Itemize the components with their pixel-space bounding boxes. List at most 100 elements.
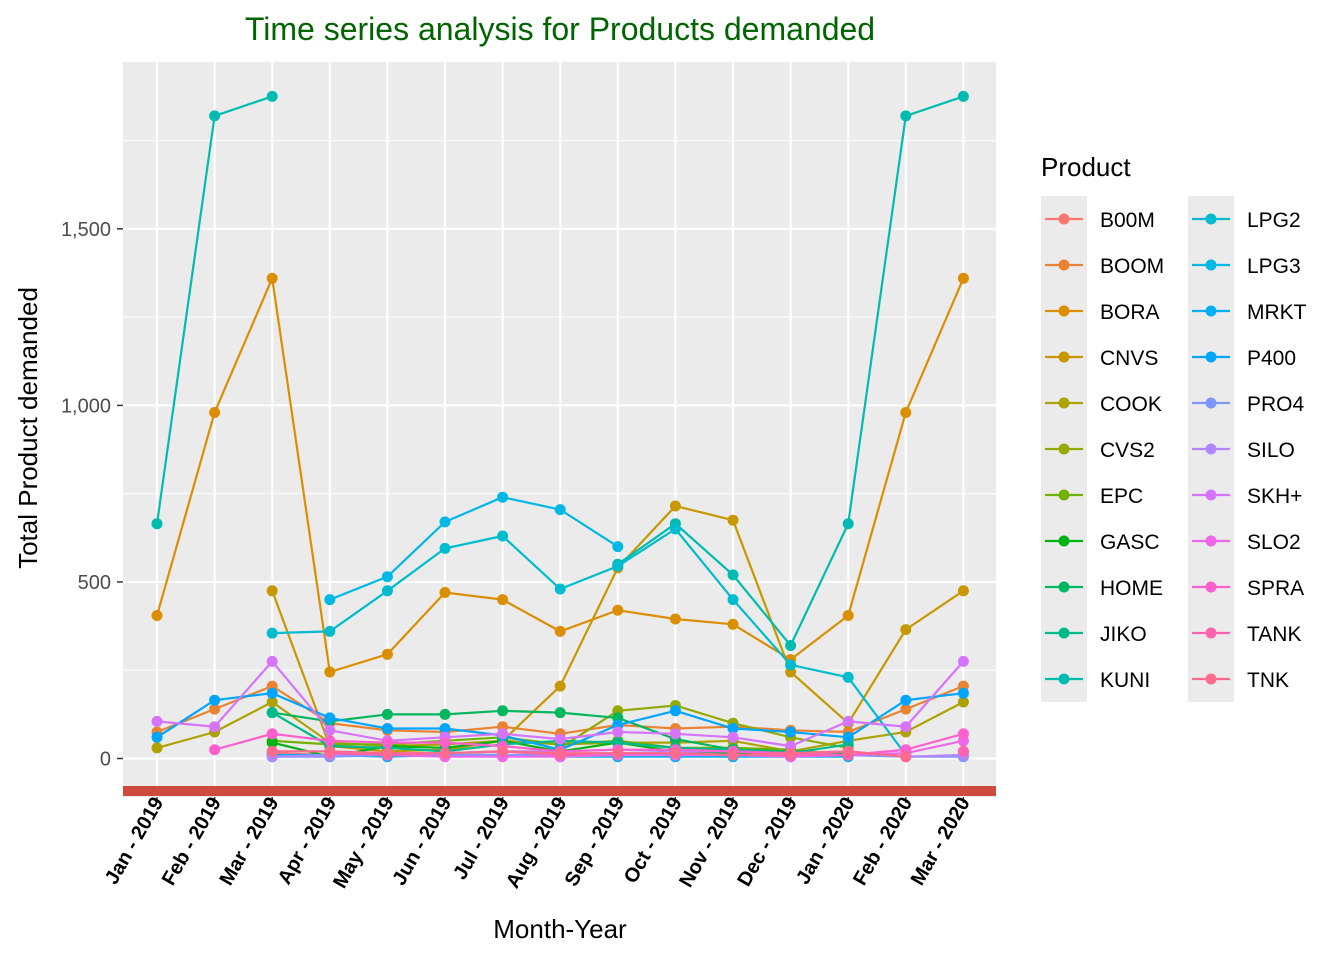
data-point [439, 723, 451, 734]
legend-key-point [1058, 581, 1070, 593]
data-point [209, 407, 221, 418]
legend-item-TNK: TNK [1192, 669, 1289, 692]
data-point [554, 747, 566, 759]
data-point [785, 659, 797, 671]
data-point [497, 594, 509, 606]
y-axis-title: Total Product demanded [13, 287, 43, 569]
legend-item-TANK: TANK [1192, 623, 1301, 646]
data-point [957, 272, 969, 284]
legend-key-point [1058, 305, 1070, 317]
x-tick-label: Feb - 2019 [158, 794, 226, 890]
legend-key-point [1058, 489, 1070, 501]
legend-key-point [1205, 213, 1217, 225]
data-point [727, 594, 739, 606]
chart-title: Time series analysis for Products demand… [245, 11, 875, 47]
series-layer [151, 90, 969, 763]
data-point [266, 707, 278, 719]
data-point [727, 618, 739, 630]
data-point [900, 694, 912, 706]
data-point [497, 491, 509, 503]
data-point [842, 671, 854, 683]
data-point [209, 744, 221, 756]
data-point [324, 625, 336, 637]
data-point [957, 728, 969, 740]
legend-item-SLO2: SLO2 [1192, 531, 1301, 554]
data-point [151, 731, 163, 743]
data-point [381, 708, 393, 720]
x-tick-label: Mar - 2020 [907, 794, 975, 890]
legend-key-point [1058, 443, 1070, 455]
data-point [381, 723, 393, 734]
data-point [842, 731, 854, 743]
legend-item-CVS2: CVS2 [1045, 439, 1155, 462]
x-tick-label: Oct - 2019 [620, 794, 687, 888]
data-point [439, 737, 451, 749]
legend-label: P400 [1247, 347, 1296, 370]
legend-label: TANK [1247, 623, 1301, 646]
legend-label: SKH+ [1247, 485, 1302, 508]
data-point [439, 542, 451, 554]
x-tick-label: Dec - 2019 [733, 794, 802, 891]
data-point [266, 728, 278, 740]
data-point [266, 687, 278, 699]
data-point [785, 747, 797, 759]
data-point [151, 518, 163, 530]
series-line [272, 750, 906, 758]
y-axis: 0 500 1,000 1,500 [61, 219, 123, 771]
legend-item-P400: P400 [1192, 347, 1296, 370]
y-tick-label: 500 [78, 572, 111, 594]
series-line [329, 496, 619, 601]
data-point [842, 715, 854, 727]
legend-label: BOOM [1100, 255, 1164, 278]
data-point [497, 745, 509, 757]
data-point [324, 594, 336, 606]
data-point [381, 648, 393, 660]
legend-key-point [1205, 397, 1217, 409]
data-point [266, 627, 278, 639]
x-tick-label: Mar - 2019 [216, 794, 284, 890]
data-point [439, 587, 451, 598]
legend-label: LPG3 [1247, 255, 1301, 278]
legend: B00M BOOM BORA CNVS COOK CVS2 EPC GASC HOME JIKO K… [1041, 196, 1307, 702]
legend-label: CVS2 [1100, 439, 1155, 462]
data-point [209, 110, 221, 122]
data-point [266, 696, 278, 708]
legend-label: SPRA [1247, 577, 1304, 600]
data-point [266, 745, 278, 757]
legend-label: SLO2 [1247, 531, 1301, 554]
data-point [900, 751, 912, 763]
data-point [554, 583, 566, 595]
legend-label: PRO4 [1247, 393, 1305, 416]
legend-key-point [1058, 627, 1070, 639]
data-point [381, 737, 393, 749]
data-point [151, 742, 163, 754]
data-point [381, 571, 393, 583]
data-point [669, 523, 681, 535]
series-line [272, 527, 907, 756]
legend-item-JIKO: JIKO [1045, 623, 1147, 646]
x-tick-label: Jul - 2019 [449, 794, 514, 884]
legend-title: Product [1041, 152, 1131, 182]
data-point [957, 687, 969, 699]
data-point [669, 613, 681, 625]
legend-label: COOK [1100, 393, 1162, 416]
legend-item-BORA: BORA [1045, 301, 1160, 324]
data-point [266, 585, 278, 597]
legend-label: CNVS [1100, 347, 1158, 370]
data-point [439, 516, 451, 528]
data-point [727, 749, 739, 761]
x-tick-label: Sep - 2019 [561, 794, 630, 891]
data-point [497, 705, 509, 717]
data-point [439, 747, 451, 759]
legend-label: JIKO [1100, 623, 1147, 646]
data-point [727, 731, 739, 743]
data-point [554, 733, 566, 745]
y-tick-label: 0 [100, 749, 111, 771]
data-point [900, 703, 912, 715]
data-point [266, 272, 278, 284]
baseline-bar [123, 786, 996, 796]
data-point [381, 585, 393, 597]
data-point [324, 745, 336, 757]
legend-key-point [1205, 351, 1217, 363]
